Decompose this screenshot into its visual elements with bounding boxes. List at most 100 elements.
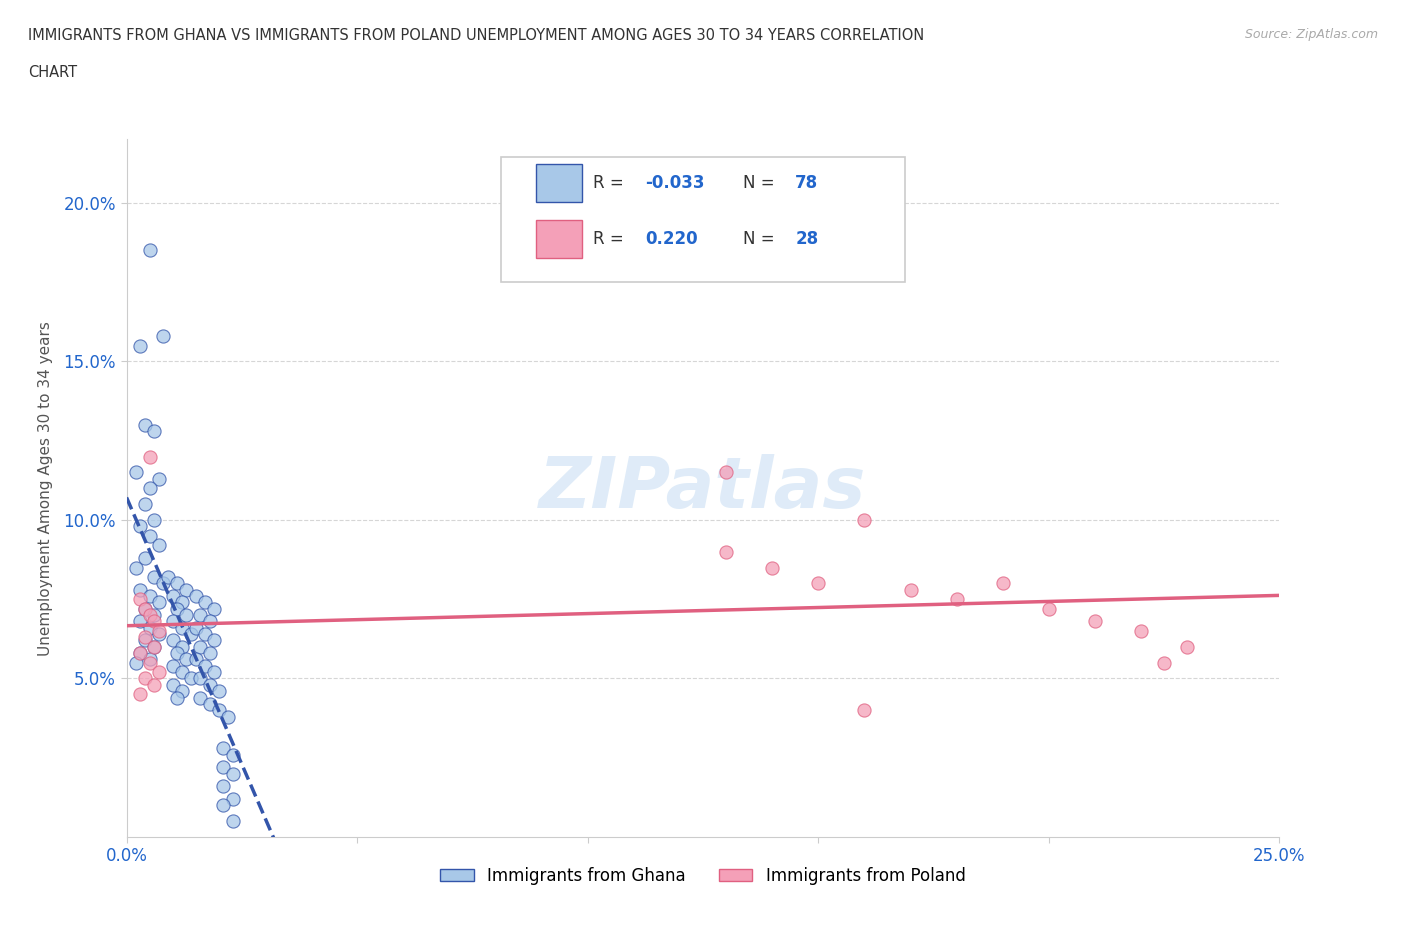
FancyBboxPatch shape (502, 157, 905, 283)
Legend: Immigrants from Ghana, Immigrants from Poland: Immigrants from Ghana, Immigrants from P… (433, 860, 973, 892)
Point (129, 687, 152, 702)
Point (991, 576, 1014, 591)
Point (202, 665, 225, 680)
Point (184, 620, 207, 635)
Text: CHART: CHART (28, 65, 77, 80)
Point (138, 528, 160, 543)
Point (143, 607, 166, 622)
Text: Source: ZipAtlas.com: Source: ZipAtlas.com (1244, 28, 1378, 41)
Point (1153, 655, 1175, 670)
Point (170, 684, 193, 698)
Point (162, 658, 184, 673)
Point (176, 607, 198, 622)
Point (221, 814, 243, 829)
Point (202, 602, 225, 617)
Point (129, 645, 152, 660)
Point (129, 339, 152, 353)
Point (198, 677, 221, 692)
Point (143, 677, 166, 692)
Text: 0.220: 0.220 (645, 231, 697, 248)
Point (148, 627, 170, 642)
Point (134, 630, 156, 644)
Point (184, 652, 207, 667)
Point (138, 589, 160, 604)
Text: 78: 78 (796, 175, 818, 193)
Point (194, 595, 217, 610)
Point (138, 481, 160, 496)
Point (143, 569, 166, 584)
Y-axis label: Unemployment Among Ages 30 to 34 years: Unemployment Among Ages 30 to 34 years (38, 321, 52, 656)
Point (1175, 639, 1198, 654)
Point (945, 591, 967, 606)
Point (125, 465, 148, 480)
Point (208, 703, 231, 718)
Point (148, 623, 170, 638)
Point (188, 671, 211, 686)
Point (148, 595, 170, 610)
Point (148, 538, 170, 552)
Point (162, 614, 184, 629)
Point (138, 652, 160, 667)
Point (166, 690, 188, 705)
Text: R =: R = (593, 231, 630, 248)
Text: -0.033: -0.033 (645, 175, 704, 193)
Text: R =: R = (593, 175, 630, 193)
Point (138, 243, 160, 258)
Point (129, 614, 152, 629)
Point (184, 589, 207, 604)
Point (198, 614, 221, 629)
Point (134, 602, 156, 617)
Point (148, 665, 170, 680)
Point (134, 633, 156, 648)
Point (1084, 614, 1107, 629)
Point (212, 778, 235, 793)
Point (138, 655, 160, 670)
Point (714, 465, 737, 480)
Point (202, 633, 225, 648)
Point (138, 607, 160, 622)
Point (853, 703, 876, 718)
Point (143, 512, 166, 527)
Point (1038, 602, 1060, 617)
Point (143, 424, 166, 439)
Point (157, 569, 180, 584)
Point (129, 519, 152, 534)
Point (221, 766, 243, 781)
Point (166, 576, 188, 591)
Point (143, 639, 166, 654)
Point (212, 760, 235, 775)
Point (170, 620, 193, 635)
Point (807, 576, 830, 591)
Point (176, 582, 198, 597)
Point (166, 645, 188, 660)
Point (134, 497, 156, 512)
Point (148, 472, 170, 486)
Point (194, 627, 217, 642)
Bar (536, 219, 582, 258)
Point (162, 633, 184, 648)
Point (170, 665, 193, 680)
Text: N =: N = (744, 175, 780, 193)
Point (198, 697, 221, 711)
Point (170, 639, 193, 654)
Point (129, 645, 152, 660)
Point (162, 677, 184, 692)
Point (138, 449, 160, 464)
Point (1130, 623, 1153, 638)
Point (853, 512, 876, 527)
Point (152, 328, 174, 343)
Text: N =: N = (744, 231, 780, 248)
Point (180, 627, 202, 642)
Point (208, 684, 231, 698)
Point (217, 709, 239, 724)
Point (714, 544, 737, 559)
Point (143, 639, 166, 654)
Point (125, 560, 148, 575)
Point (188, 607, 211, 622)
Point (194, 658, 217, 673)
Point (125, 655, 148, 670)
Point (221, 791, 243, 806)
Point (134, 671, 156, 686)
Point (221, 747, 243, 762)
Point (134, 602, 156, 617)
